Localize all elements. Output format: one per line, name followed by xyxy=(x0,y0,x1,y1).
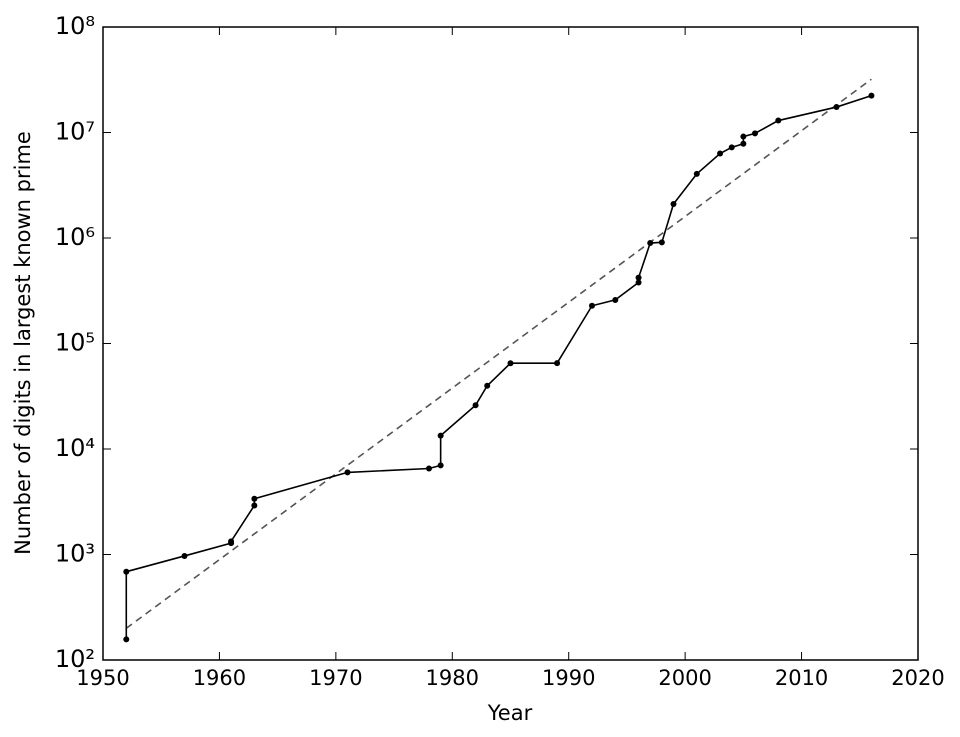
y-axis-label: Number of digits in largest known prime xyxy=(11,131,35,555)
data-point xyxy=(647,240,654,247)
data-point xyxy=(635,279,642,286)
data-point xyxy=(833,104,840,111)
x-tick-label: 2000 xyxy=(658,666,711,690)
series-line xyxy=(125,94,872,640)
data-point xyxy=(868,92,875,99)
y-tick-label: 10⁶ xyxy=(55,223,95,251)
data-point xyxy=(554,360,561,367)
data-point xyxy=(728,144,735,151)
data-point xyxy=(123,568,130,575)
data-point xyxy=(635,274,642,281)
y-tick-label: 10⁵ xyxy=(55,329,95,357)
data-point xyxy=(507,360,514,367)
y-tick-label: 10⁷ xyxy=(55,118,95,146)
data-point xyxy=(228,538,235,545)
plot-frame xyxy=(102,26,919,661)
data-point xyxy=(589,302,595,309)
data-point xyxy=(437,462,444,469)
y-tick-label: 10³ xyxy=(55,540,95,568)
data-point xyxy=(251,502,258,509)
data-point xyxy=(670,201,677,208)
x-tick-label: 1970 xyxy=(309,666,362,690)
data-point xyxy=(740,133,747,140)
data-point xyxy=(752,130,758,137)
y-tick-label: 10⁸ xyxy=(55,12,95,40)
data-point xyxy=(484,382,491,389)
data-point xyxy=(123,636,130,643)
y-tick-label: 10⁴ xyxy=(55,434,95,462)
data-point xyxy=(437,432,444,439)
data-point xyxy=(251,495,258,502)
data-point xyxy=(717,150,724,157)
data-point xyxy=(658,239,665,246)
x-axis-label: Year xyxy=(487,701,533,725)
data-point xyxy=(472,402,479,409)
data-point xyxy=(344,469,351,476)
data-point xyxy=(181,552,188,559)
x-tick-label: 1950 xyxy=(76,666,129,690)
data-point xyxy=(693,170,700,177)
x-tick-label: 1990 xyxy=(542,666,595,690)
y-tick-label: 10² xyxy=(55,645,95,673)
x-tick-label: 2010 xyxy=(775,666,828,690)
data-point xyxy=(612,296,619,303)
x-tick-label: 2020 xyxy=(891,666,944,690)
data-point xyxy=(775,117,782,124)
data-point xyxy=(740,140,747,147)
series-line xyxy=(125,78,872,629)
data-point xyxy=(426,465,432,472)
x-tick-label: 1960 xyxy=(193,666,246,690)
x-tick-label: 1980 xyxy=(426,666,479,690)
